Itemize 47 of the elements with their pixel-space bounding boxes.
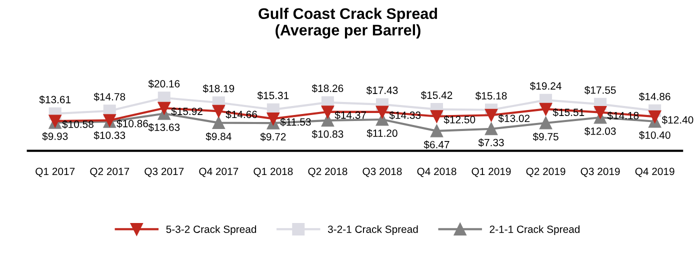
data-label: $10.40 (639, 131, 670, 140)
legend-label: 5-3-2 Crack Spread (166, 225, 256, 236)
legend-label: 2-1-1 Crack Spread (490, 225, 580, 236)
data-label: $9.93 (42, 132, 68, 141)
x-tick-label: Q3 2019 (580, 168, 620, 177)
data-label: $12.50 (444, 116, 476, 124)
data-label: $19.24 (530, 82, 562, 90)
data-label: $15.31 (257, 91, 289, 100)
data-label: $10.86 (116, 119, 148, 128)
chart-title: Gulf Coast Crack Spread (Average per Barrel) (258, 8, 437, 39)
data-label: $20.16 (148, 80, 180, 88)
data-label: $15.18 (475, 92, 507, 100)
data-label: $13.63 (148, 123, 180, 132)
data-label: $11.20 (366, 129, 398, 138)
data-label: $9.84 (206, 132, 232, 141)
data-label: $7.33 (478, 138, 504, 147)
legend-label: 3-2-1 Crack Spread (328, 225, 418, 236)
data-label: $13.02 (498, 114, 530, 123)
data-label: $12.40 (662, 116, 694, 124)
x-tick-label: Q1 2017 (36, 168, 75, 177)
x-tick-label: Q2 2017 (90, 168, 130, 177)
data-label: $17.55 (584, 86, 616, 94)
x-tick-label: Q3 2018 (362, 168, 402, 177)
x-tick-label: Q2 2018 (308, 168, 348, 177)
data-label: $12.03 (584, 127, 616, 136)
data-label: $11.53 (280, 118, 311, 126)
x-tick-label: Q1 2019 (472, 168, 511, 177)
data-label: $18.26 (312, 84, 344, 93)
x-tick-label: Q4 2017 (199, 168, 238, 177)
x-tick-label: Q3 2017 (144, 168, 184, 177)
data-label: $10.33 (94, 131, 126, 140)
x-tick-label: Q2 2019 (526, 168, 566, 177)
data-label: $10.58 (62, 120, 94, 129)
data-label: $10.83 (312, 130, 344, 138)
data-label: $9.75 (532, 132, 558, 142)
x-tick-label: Q1 2018 (254, 168, 293, 177)
data-label: $15.42 (420, 91, 452, 100)
data-label: $14.86 (639, 92, 670, 101)
data-label: $14.37 (334, 111, 366, 120)
x-tick-label: Q4 2018 (417, 168, 456, 177)
data-label: $18.19 (202, 84, 234, 93)
x-tick-label: Q4 2019 (635, 168, 674, 177)
data-label: $9.72 (260, 132, 286, 142)
data-label: $6.47 (424, 140, 450, 149)
data-label: $14.78 (94, 92, 126, 102)
data-label: $13.61 (39, 95, 71, 104)
data-label: $17.43 (366, 86, 398, 95)
